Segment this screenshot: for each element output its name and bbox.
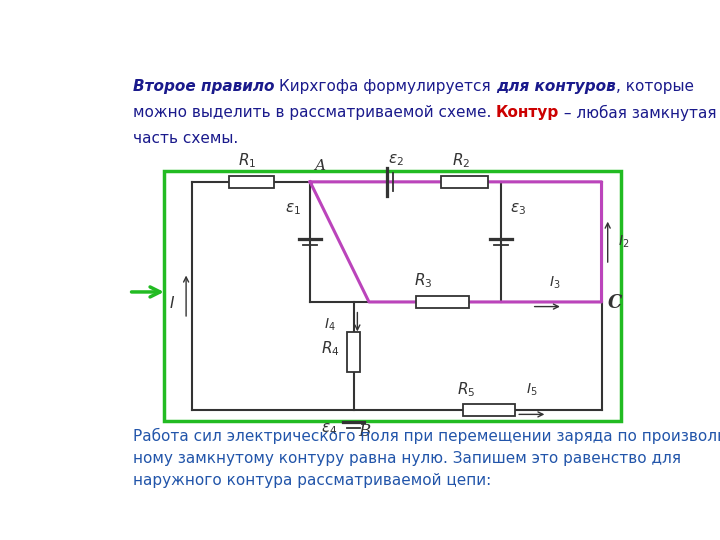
Text: C: C	[608, 294, 623, 313]
Text: Второе правило: Второе правило	[132, 79, 279, 93]
Text: $I_2$: $I_2$	[618, 234, 629, 250]
Bar	[163, 171, 621, 421]
Text: $R_5$: $R_5$	[456, 380, 475, 399]
Text: $R_3$: $R_3$	[414, 271, 433, 290]
Bar	[463, 403, 516, 416]
Bar	[229, 176, 274, 188]
Text: часть схемы.: часть схемы.	[132, 131, 238, 146]
Text: Работа сил электрического поля при перемещении заряда по произволь-
ному замкнут: Работа сил электрического поля при перем…	[132, 428, 720, 488]
Bar	[441, 176, 488, 188]
Text: $R_1$: $R_1$	[238, 151, 256, 170]
Text: Кирхгофа формулируется: Кирхгофа формулируется	[279, 79, 496, 93]
Text: A: A	[314, 159, 325, 173]
Text: – любая замкнутая: – любая замкнутая	[559, 105, 716, 121]
Text: $\varepsilon_2$: $\varepsilon_2$	[388, 152, 404, 168]
Text: $\varepsilon_4$: $\varepsilon_4$	[320, 421, 337, 437]
Text: $I_3$: $I_3$	[549, 274, 561, 291]
Text: для контуров: для контуров	[496, 79, 616, 93]
Text: $I$: $I$	[169, 295, 175, 312]
Text: можно выделить в рассматриваемой схеме.: можно выделить в рассматриваемой схеме.	[132, 105, 496, 120]
Text: $I_5$: $I_5$	[526, 382, 538, 398]
Text: $R_2$: $R_2$	[451, 151, 470, 170]
Text: Контур: Контур	[496, 105, 559, 120]
Text: $\varepsilon_1$: $\varepsilon_1$	[285, 201, 301, 217]
Text: $\varepsilon_3$: $\varepsilon_3$	[510, 201, 526, 217]
Text: $R_4$: $R_4$	[321, 339, 340, 357]
Text: B: B	[359, 423, 371, 440]
Text: , которые: , которые	[616, 79, 693, 93]
Text: $I_4$: $I_4$	[325, 317, 336, 333]
Bar	[347, 332, 360, 372]
Bar	[416, 296, 469, 308]
